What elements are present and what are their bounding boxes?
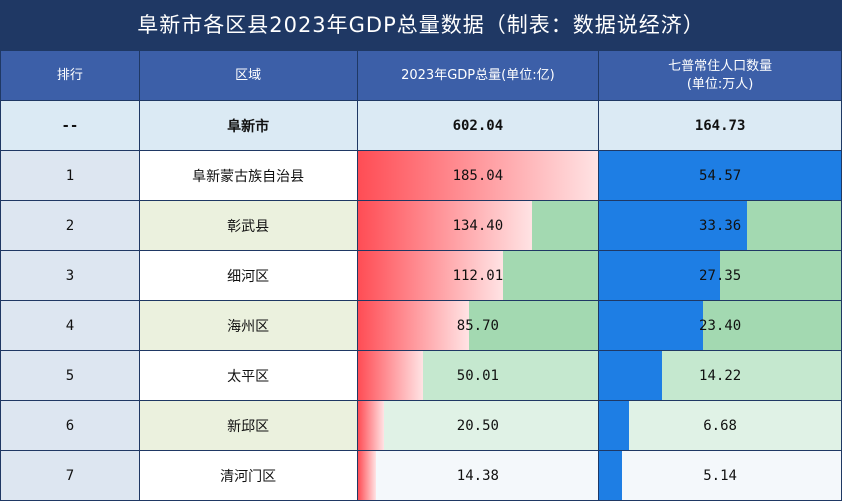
gdp-bar [357, 201, 533, 250]
population-remainder [628, 401, 841, 450]
gdp-cell: 85.70 [356, 300, 600, 351]
gdp-remainder [422, 351, 599, 400]
population-cell: 14.22 [598, 350, 842, 401]
population-cell: 5.14 [598, 450, 842, 501]
gdp-value: 85.70 [456, 317, 499, 334]
header-population-line1: 七普常住人口数量 [668, 58, 773, 74]
gdp-value: 50.01 [456, 367, 499, 384]
rank-cell: 2 [0, 200, 140, 251]
population-bar [599, 151, 841, 200]
table-row: 2 彰武县 134.40 33.36 [0, 200, 842, 251]
population-value: 27.35 [699, 267, 742, 284]
region-cell: 阜新蒙古族自治县 [138, 150, 358, 201]
population-cell: 27.35 [598, 250, 842, 301]
rank-cell: 1 [0, 150, 140, 201]
population-value: 54.57 [699, 167, 742, 184]
population-remainder [747, 201, 841, 250]
gdp-remainder [468, 301, 599, 350]
gdp-table: 排行 区域 2023年GDP总量(单位:亿) 七普常住人口数量 (单位:万人) … [0, 50, 842, 501]
population-value: 33.36 [699, 217, 742, 234]
population-cell: 6.68 [598, 400, 842, 451]
region-cell: 彰武县 [138, 200, 358, 251]
gdp-value: 14.38 [456, 467, 499, 484]
population-cell: 33.36 [598, 200, 842, 251]
population-value: 5.14 [703, 467, 737, 484]
population-bar [599, 301, 703, 350]
gdp-bar [357, 401, 385, 450]
population-remainder [702, 301, 841, 350]
gdp-bar [357, 451, 377, 500]
gdp-bar [357, 301, 469, 350]
gdp-bar [357, 151, 599, 200]
population-bar [599, 251, 721, 300]
gdp-value: 112.01 [452, 267, 504, 284]
population-cell: 23.40 [598, 300, 842, 351]
total-gdp: 602.04 [356, 100, 600, 151]
population-value: 6.68 [703, 417, 737, 434]
gdp-value: 134.40 [452, 217, 504, 234]
rank-cell: 6 [0, 400, 140, 451]
table-row: 1 阜新蒙古族自治县 185.04 54.57 [0, 150, 842, 201]
table-title: 阜新市各区县2023年GDP总量数据（制表：数据说经济） [0, 0, 842, 50]
gdp-value: 20.50 [456, 417, 499, 434]
gdp-bar [357, 251, 504, 300]
gdp-bar [357, 351, 423, 400]
header-population: 七普常住人口数量 (单位:万人) [598, 50, 842, 101]
population-remainder [622, 451, 841, 500]
total-region: 阜新市 [138, 100, 358, 151]
gdp-remainder [384, 401, 599, 450]
gdp-remainder [376, 451, 599, 500]
gdp-cell: 20.50 [356, 400, 600, 451]
region-cell: 太平区 [138, 350, 358, 401]
header-gdp: 2023年GDP总量(单位:亿) [356, 50, 600, 101]
rank-cell: 5 [0, 350, 140, 401]
gdp-value: 185.04 [452, 167, 504, 184]
region-cell: 清河门区 [138, 450, 358, 501]
population-value: 14.22 [699, 367, 742, 384]
total-population: 164.73 [598, 100, 842, 151]
gdp-cell: 112.01 [356, 250, 600, 301]
region-cell: 细河区 [138, 250, 358, 301]
population-value: 23.40 [699, 317, 742, 334]
table-row: 6 新邱区 20.50 6.68 [0, 400, 842, 451]
total-rank: -- [0, 100, 140, 151]
header-rank: 排行 [0, 50, 140, 101]
gdp-remainder [532, 201, 599, 250]
population-cell: 54.57 [598, 150, 842, 201]
table-row: 5 太平区 50.01 14.22 [0, 350, 842, 401]
header-population-line2: (单位:万人) [686, 76, 754, 92]
rank-cell: 4 [0, 300, 140, 351]
population-bar [599, 201, 748, 250]
population-bar [599, 451, 622, 500]
rank-cell: 7 [0, 450, 140, 501]
region-cell: 海州区 [138, 300, 358, 351]
gdp-cell: 50.01 [356, 350, 600, 401]
gdp-remainder [503, 251, 599, 300]
total-row: -- 阜新市 602.04 164.73 [0, 100, 842, 151]
header-row: 排行 区域 2023年GDP总量(单位:亿) 七普常住人口数量 (单位:万人) [0, 50, 842, 101]
population-bar [599, 401, 629, 450]
gdp-cell: 14.38 [356, 450, 600, 501]
table-row: 7 清河门区 14.38 5.14 [0, 450, 842, 501]
population-bar [599, 351, 663, 400]
region-cell: 新邱区 [138, 400, 358, 451]
header-region: 区域 [138, 50, 358, 101]
population-remainder [662, 351, 841, 400]
population-remainder [720, 251, 841, 300]
gdp-cell: 134.40 [356, 200, 600, 251]
gdp-cell: 185.04 [356, 150, 600, 201]
table-row: 4 海州区 85.70 23.40 [0, 300, 842, 351]
rank-cell: 3 [0, 250, 140, 301]
table-row: 3 细河区 112.01 27.35 [0, 250, 842, 301]
